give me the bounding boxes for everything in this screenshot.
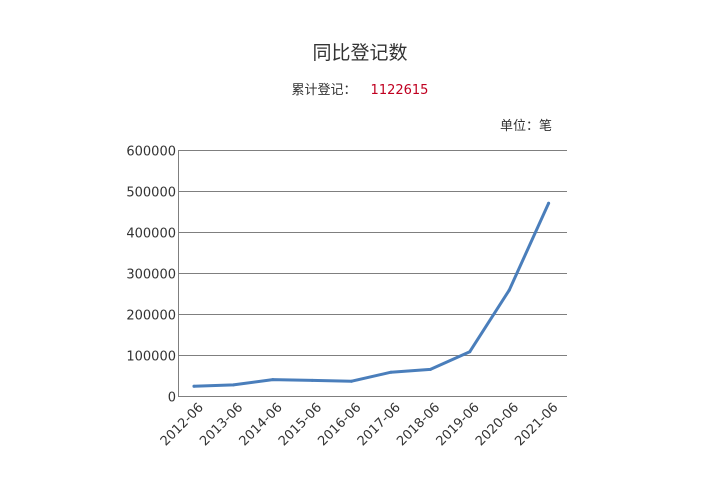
grid-lines bbox=[178, 150, 567, 397]
x-axis-ticks: 2012-062013-062014-062015-062016-062017-… bbox=[158, 400, 562, 449]
data-point[interactable] bbox=[547, 201, 551, 205]
data-point[interactable] bbox=[507, 288, 511, 292]
chart-title: 同比登记数 bbox=[312, 42, 408, 64]
data-point[interactable] bbox=[350, 379, 354, 383]
data-point[interactable] bbox=[468, 350, 472, 354]
data-point[interactable] bbox=[192, 384, 196, 388]
y-tick-label: 400000 bbox=[126, 227, 176, 242]
data-point[interactable] bbox=[231, 383, 235, 387]
y-tick-label: 300000 bbox=[126, 268, 176, 283]
y-tick-label: 100000 bbox=[126, 350, 176, 365]
summary-value: 1122615 bbox=[370, 83, 429, 98]
series-line bbox=[192, 201, 551, 388]
series-layer bbox=[192, 201, 551, 388]
summary-label: 累计登记： bbox=[291, 83, 357, 98]
unit-label: 单位：笔 bbox=[499, 119, 552, 134]
y-axis-ticks: 0 100000 200000 300000 400000 500000 600000 bbox=[126, 145, 176, 406]
y-tick-label: 200000 bbox=[126, 309, 176, 324]
y-tick-label: 0 bbox=[168, 391, 176, 406]
x-tick-label: 2021-06 bbox=[512, 400, 561, 449]
y-tick-label: 600000 bbox=[126, 145, 176, 160]
cumulative-summary: 累计登记： 1122615 bbox=[0, 79, 720, 98]
data-point[interactable] bbox=[389, 370, 393, 374]
data-point[interactable] bbox=[428, 367, 432, 371]
data-point[interactable] bbox=[310, 378, 314, 382]
data-point[interactable] bbox=[271, 378, 275, 382]
y-tick-label: 500000 bbox=[126, 186, 176, 201]
